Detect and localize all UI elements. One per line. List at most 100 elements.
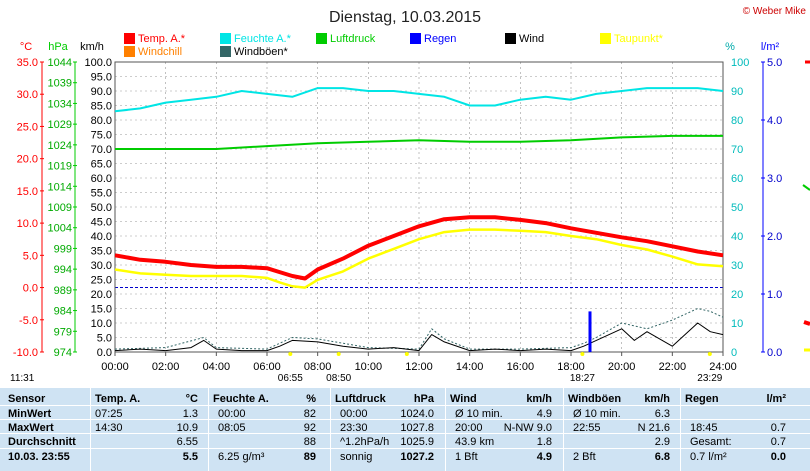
time-marker-label: 11:31 — [10, 373, 35, 384]
wind-line — [114, 322, 724, 352]
table-cell-value: 88 — [303, 436, 316, 448]
gust-line — [114, 308, 724, 350]
x-tick-label: 20:00 — [608, 361, 636, 373]
humidity-tick-label: 0 — [731, 347, 737, 359]
wind-tick-label: 60.0 — [91, 173, 112, 185]
temp-unit-label: °C — [20, 41, 32, 53]
wind-tick-label: 40.0 — [91, 231, 112, 243]
table-cell-value: 4.9 — [536, 408, 552, 420]
table-cell-left: 1 Bft — [455, 451, 478, 463]
table-cell-value: 1027.2 — [400, 451, 434, 463]
table-divider — [330, 388, 331, 471]
table-cell-left: Gesamt: — [690, 436, 732, 448]
table-cell-value: 0.7 — [770, 422, 786, 434]
chart-legend: Temp. A.* Feuchte A.* Luftdruck Regen Wind Ta… — [124, 33, 664, 58]
pressure-tick-label: 984 — [54, 306, 72, 318]
legend-swatch — [505, 33, 516, 44]
table-cell-value: 89 — [303, 451, 316, 463]
table-cell-value: 92 — [303, 422, 316, 434]
humidity-tick-label: 40 — [731, 231, 743, 243]
x-tick-label: 16:00 — [507, 361, 535, 373]
right-edge-strip — [802, 60, 810, 352]
table-cell-left: 20:00 — [455, 422, 483, 434]
pressure-tick-label: 1014 — [48, 181, 72, 193]
temp-tick-label: -5.0 — [19, 315, 38, 327]
wind-unit-label: km/h — [80, 41, 104, 53]
table-cell-value: 0.7 — [770, 436, 786, 448]
temp-tick-label: 10.0 — [17, 218, 38, 230]
table-cell-value: 1.8 — [536, 436, 552, 448]
table-header-unit: km/h — [526, 393, 552, 405]
rain-tick-label: 4.0 — [767, 115, 782, 127]
table-cell-value: 82 — [303, 408, 316, 420]
edge-red-mark-low — [803, 320, 810, 326]
table-cell-left: 08:05 — [218, 422, 246, 434]
table-cell-value: 5.5 — [182, 451, 198, 463]
legend-swatch — [220, 33, 231, 44]
table-cell-value: 1027.8 — [400, 422, 434, 434]
wind-tick-label: 80.0 — [91, 115, 112, 127]
humidity-tick-label: 10 — [731, 318, 743, 330]
rain-tick-label: 5.0 — [767, 57, 782, 69]
pressure-tick-label: 974 — [54, 347, 72, 359]
wind-tick-label: 85.0 — [91, 101, 112, 113]
marker-dot — [580, 352, 585, 356]
table-row-label: Durchschnitt — [8, 436, 76, 448]
table-divider — [0, 419, 810, 420]
table-cell-value: 0.0 — [770, 451, 786, 463]
humidity-tick-label: 80 — [731, 115, 743, 127]
wind-tick-label: 95.0 — [91, 72, 112, 84]
table-cell-value: 6.3 — [654, 408, 670, 420]
weather-chart: Dienstag, 10.03.2015 © Weber Mike Temp. … — [10, 6, 810, 384]
table-header: Feuchte A. — [213, 393, 269, 405]
pressure-tick-label: 999 — [54, 243, 72, 255]
table-header: Wind — [450, 393, 477, 405]
table-row-label: MaxWert — [8, 422, 54, 434]
x-tick-label: 14:00 — [456, 361, 484, 373]
humidity-tick-label: 30 — [731, 260, 743, 272]
table-cell-value: 2.9 — [654, 436, 670, 448]
table-header-unit: km/h — [644, 393, 670, 405]
temp-tick-label: 30.0 — [17, 89, 38, 101]
pressure-tick-label: 989 — [54, 285, 72, 297]
humidity-tick-label: 70 — [731, 144, 743, 156]
legend-label: Regen — [424, 33, 456, 45]
wind-tick-label: 70.0 — [91, 144, 112, 156]
pressure-tick-label: 1029 — [48, 119, 72, 131]
table-cell-left: ^1.2hPa/h — [340, 436, 390, 448]
table-cell-value: 6.8 — [654, 451, 670, 463]
temp-tick-label: 5.0 — [23, 250, 38, 262]
legend-label: Windchill — [138, 46, 182, 58]
wind-tick-label: 100.0 — [84, 57, 112, 69]
wind-tick-label: 90.0 — [91, 86, 112, 98]
temp-tick-label: 15.0 — [17, 186, 38, 198]
pressure-tick-label: 1044 — [48, 57, 72, 69]
x-tick-label: 02:00 — [152, 361, 180, 373]
table-cell-left: Ø 10 min. — [573, 408, 621, 420]
rain-tick-label: 1.0 — [767, 289, 782, 301]
wind-tick-label: 10.0 — [91, 318, 112, 330]
table-cell-left: 0.7 l/m² — [690, 451, 727, 463]
temp-tick-label: 25.0 — [17, 121, 38, 133]
pressure-tick-label: 979 — [54, 326, 72, 338]
legend-label: Luftdruck — [330, 33, 376, 45]
table-cell-left: 6.25 g/m³ — [218, 451, 265, 463]
humidity-tick-label: 100 — [731, 57, 749, 69]
legend-swatch — [220, 46, 231, 57]
table-cell-left: sonnig — [340, 451, 373, 463]
x-tick-label: 24:00 — [709, 361, 737, 373]
table-divider — [208, 388, 209, 471]
chart-axes: 35.0 30.0 25.0 20.0 15.0 10.0 5.0 0.0 -5.0 -10.0 1… — [13, 57, 782, 373]
wind-tick-label: 25.0 — [91, 275, 112, 287]
pressure-tick-label: 1034 — [48, 98, 72, 110]
table-cell-left: 14:30 — [95, 422, 123, 434]
x-tick-label: 06:00 — [253, 361, 281, 373]
time-marker-label: 23:29 — [697, 373, 722, 384]
chart-series — [114, 87, 724, 352]
pressure-tick-label: 1004 — [48, 223, 72, 235]
time-marker-label: 08:50 — [326, 373, 351, 384]
time-marker-label: 18:27 — [570, 373, 595, 384]
x-tick-label: 12:00 — [405, 361, 433, 373]
copyright-text: © Weber Mike — [743, 6, 807, 17]
axis-units: °C hPa km/h% l/m² — [20, 41, 780, 53]
